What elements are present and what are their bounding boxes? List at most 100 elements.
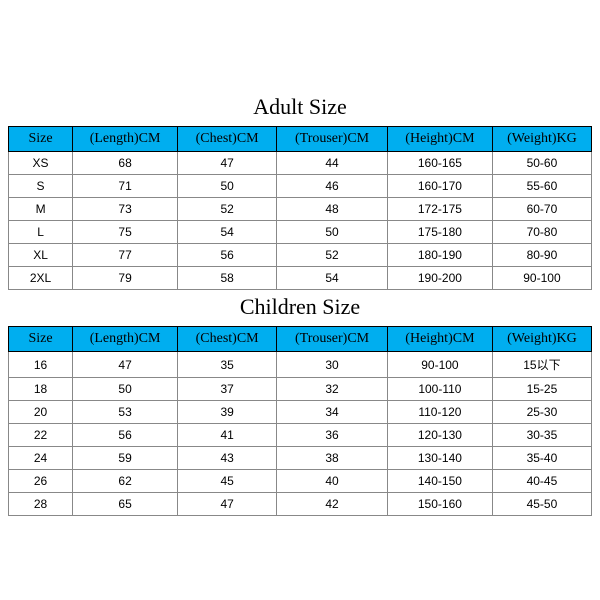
cell-height: 90-100 (387, 352, 492, 378)
children-size-table: Size (Length)CM (Chest)CM (Trouser)CM (H… (8, 326, 592, 516)
cell-length: 71 (73, 175, 178, 198)
children-section-title: Children Size (8, 294, 592, 320)
cell-height: 190-200 (387, 267, 492, 290)
cell-size: 24 (9, 447, 73, 470)
table-row: 18503732100-11015-25 (9, 378, 592, 401)
cell-length: 77 (73, 244, 178, 267)
cell-size: 16 (9, 352, 73, 378)
cell-chest: 52 (178, 198, 277, 221)
cell-height: 160-170 (387, 175, 492, 198)
cell-weight: 60-70 (492, 198, 591, 221)
cell-size: 28 (9, 493, 73, 516)
cell-trouser: 38 (277, 447, 388, 470)
col-chest: (Chest)CM (178, 327, 277, 352)
col-size: Size (9, 127, 73, 152)
table-row: M735248172-17560-70 (9, 198, 592, 221)
cell-height: 110-120 (387, 401, 492, 424)
cell-length: 53 (73, 401, 178, 424)
cell-height: 160-165 (387, 152, 492, 175)
table-row: 2XL795854190-20090-100 (9, 267, 592, 290)
adult-section-title: Adult Size (8, 94, 592, 120)
cell-size: XS (9, 152, 73, 175)
cell-chest: 41 (178, 424, 277, 447)
cell-trouser: 30 (277, 352, 388, 378)
cell-trouser: 42 (277, 493, 388, 516)
table-row: 1647353090-10015以下 (9, 352, 592, 378)
cell-chest: 54 (178, 221, 277, 244)
cell-trouser: 46 (277, 175, 388, 198)
cell-length: 50 (73, 378, 178, 401)
size-chart-page: Adult Size Size (Length)CM (Chest)CM (Tr… (0, 0, 600, 600)
cell-chest: 47 (178, 152, 277, 175)
cell-size: M (9, 198, 73, 221)
cell-height: 180-190 (387, 244, 492, 267)
table-row: XS684744160-16550-60 (9, 152, 592, 175)
cell-chest: 37 (178, 378, 277, 401)
col-trouser: (Trouser)CM (277, 127, 388, 152)
cell-size: XL (9, 244, 73, 267)
adult-size-table: Size (Length)CM (Chest)CM (Trouser)CM (H… (8, 126, 592, 290)
cell-length: 56 (73, 424, 178, 447)
table-row: 24594338130-14035-40 (9, 447, 592, 470)
cell-weight: 40-45 (492, 470, 591, 493)
cell-chest: 47 (178, 493, 277, 516)
cell-chest: 43 (178, 447, 277, 470)
cell-trouser: 48 (277, 198, 388, 221)
table-row: L755450175-18070-80 (9, 221, 592, 244)
table-row: 20533934110-12025-30 (9, 401, 592, 424)
cell-trouser: 32 (277, 378, 388, 401)
cell-weight: 30-35 (492, 424, 591, 447)
cell-weight: 90-100 (492, 267, 591, 290)
cell-weight: 50-60 (492, 152, 591, 175)
cell-height: 172-175 (387, 198, 492, 221)
cell-height: 150-160 (387, 493, 492, 516)
col-weight: (Weight)KG (492, 127, 591, 152)
table-row: 26624540140-15040-45 (9, 470, 592, 493)
cell-height: 140-150 (387, 470, 492, 493)
cell-trouser: 34 (277, 401, 388, 424)
cell-chest: 50 (178, 175, 277, 198)
cell-trouser: 40 (277, 470, 388, 493)
col-length: (Length)CM (73, 327, 178, 352)
cell-weight: 55-60 (492, 175, 591, 198)
cell-height: 100-110 (387, 378, 492, 401)
cell-size: L (9, 221, 73, 244)
cell-height: 120-130 (387, 424, 492, 447)
table-row: S715046160-17055-60 (9, 175, 592, 198)
table-row: 22564136120-13030-35 (9, 424, 592, 447)
cell-length: 79 (73, 267, 178, 290)
cell-chest: 58 (178, 267, 277, 290)
cell-trouser: 54 (277, 267, 388, 290)
table-row: 28654742150-16045-50 (9, 493, 592, 516)
cell-trouser: 36 (277, 424, 388, 447)
table-header-row: Size (Length)CM (Chest)CM (Trouser)CM (H… (9, 327, 592, 352)
cell-weight: 45-50 (492, 493, 591, 516)
cell-chest: 39 (178, 401, 277, 424)
cell-weight: 80-90 (492, 244, 591, 267)
col-weight: (Weight)KG (492, 327, 591, 352)
cell-height: 130-140 (387, 447, 492, 470)
cell-height: 175-180 (387, 221, 492, 244)
cell-weight: 70-80 (492, 221, 591, 244)
cell-weight: 25-30 (492, 401, 591, 424)
col-trouser: (Trouser)CM (277, 327, 388, 352)
cell-chest: 56 (178, 244, 277, 267)
cell-trouser: 52 (277, 244, 388, 267)
cell-chest: 45 (178, 470, 277, 493)
cell-length: 75 (73, 221, 178, 244)
cell-size: 2XL (9, 267, 73, 290)
cell-length: 59 (73, 447, 178, 470)
cell-chest: 35 (178, 352, 277, 378)
cell-weight: 15以下 (492, 352, 591, 378)
cell-trouser: 44 (277, 152, 388, 175)
col-height: (Height)CM (387, 327, 492, 352)
col-height: (Height)CM (387, 127, 492, 152)
cell-length: 62 (73, 470, 178, 493)
cell-trouser: 50 (277, 221, 388, 244)
table-header-row: Size (Length)CM (Chest)CM (Trouser)CM (H… (9, 127, 592, 152)
cell-size: S (9, 175, 73, 198)
cell-length: 73 (73, 198, 178, 221)
cell-size: 18 (9, 378, 73, 401)
cell-weight: 15-25 (492, 378, 591, 401)
cell-length: 47 (73, 352, 178, 378)
